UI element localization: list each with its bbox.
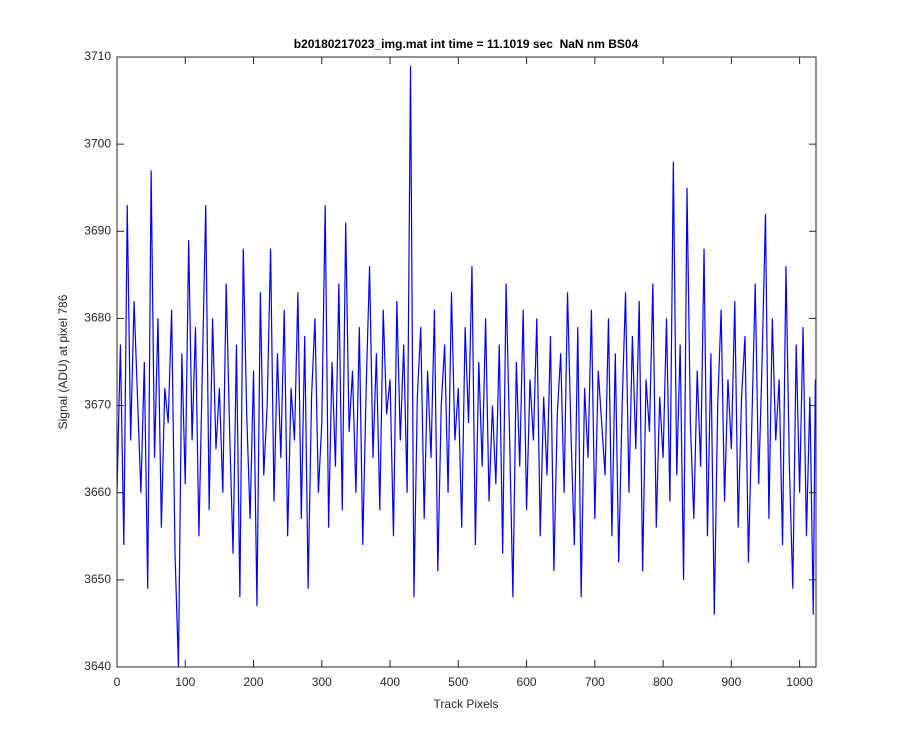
data-line: [117, 65, 816, 667]
x-tick-label: 800: [653, 675, 673, 689]
x-tick-label: 200: [244, 675, 264, 689]
y-tick-label: 3670: [84, 398, 111, 412]
x-tick-label: 500: [448, 675, 468, 689]
x-tick-label: 0: [114, 675, 121, 689]
x-tick-label: 600: [517, 675, 537, 689]
y-tick-label: 3650: [84, 572, 111, 586]
y-tick-label: 3680: [84, 311, 111, 325]
x-tick-label: 1000: [786, 675, 813, 689]
y-axis-label: Signal (ADU) at pixel 786: [56, 294, 70, 429]
chart-title: b20180217023_img.mat int time = 11.1019 …: [294, 37, 639, 51]
y-tick-label: 3710: [84, 49, 111, 63]
y-tick-label: 3660: [84, 485, 111, 499]
y-tick-label: 3700: [84, 136, 111, 150]
x-tick-label: 700: [585, 675, 605, 689]
x-axis-label: Track Pixels: [434, 697, 499, 711]
y-tick-label: 3690: [84, 223, 111, 237]
axes-box: [116, 56, 817, 668]
x-tick-label: 100: [175, 675, 195, 689]
x-tick-label: 400: [380, 675, 400, 689]
x-tick-label: 300: [312, 675, 332, 689]
x-tick-label: 900: [721, 675, 741, 689]
y-tick-label: 3640: [84, 659, 111, 673]
